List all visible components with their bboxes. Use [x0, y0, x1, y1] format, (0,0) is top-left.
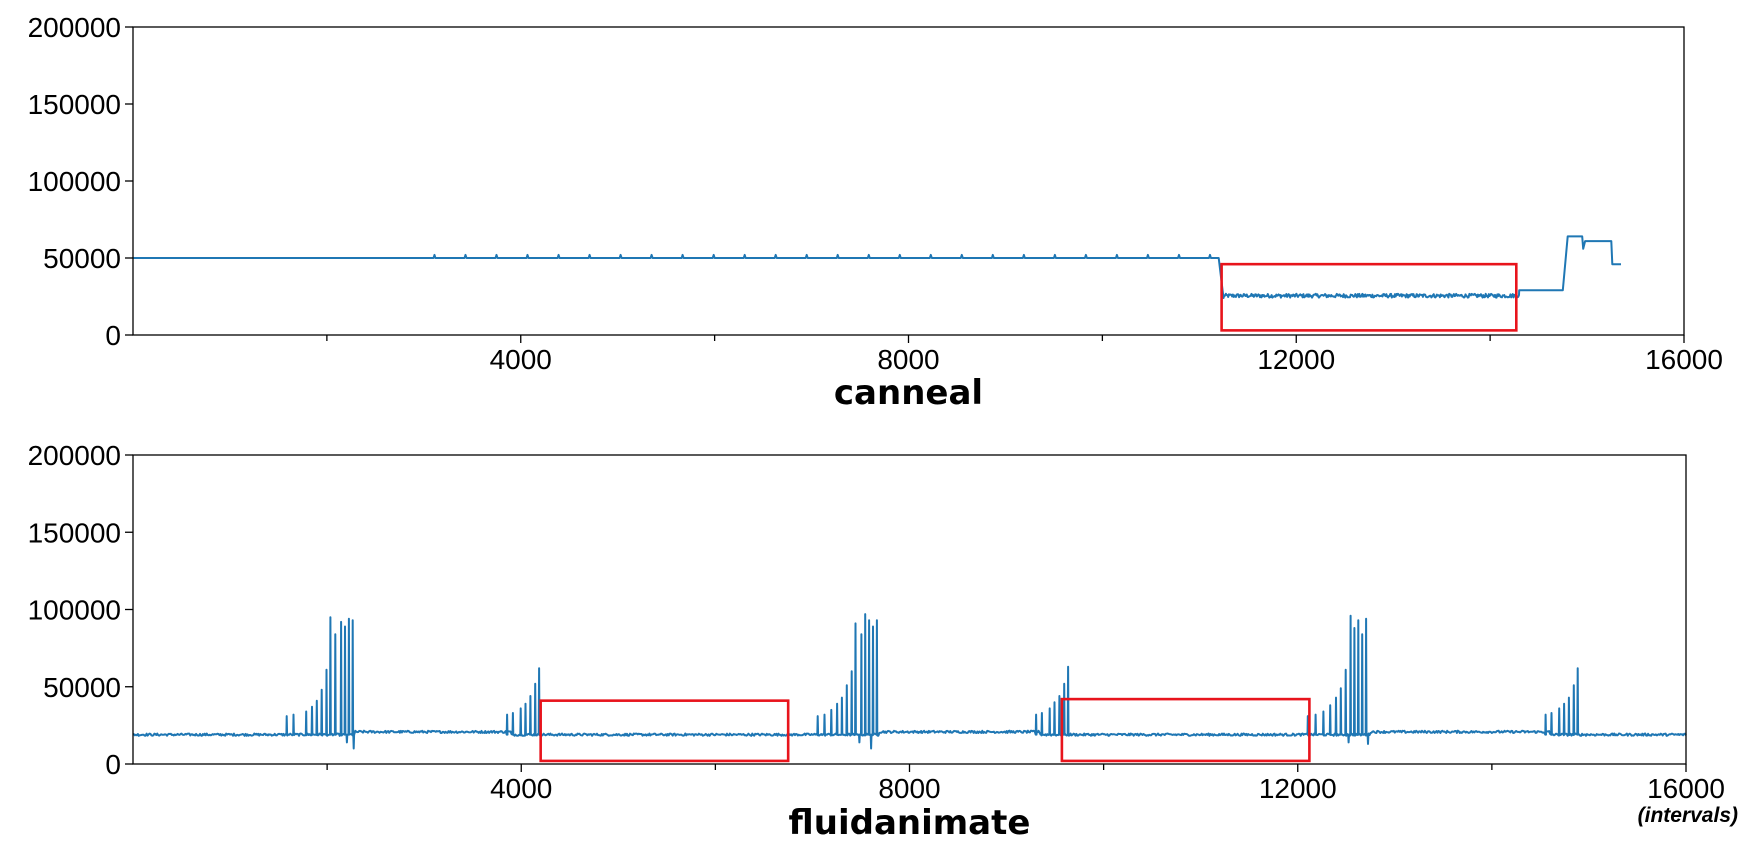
- y-tick-label: 0: [105, 320, 121, 351]
- highlight-box: [539, 699, 790, 763]
- y-tick-label: 50000: [43, 672, 121, 703]
- highlight-box: [1060, 697, 1311, 763]
- chart-title: canneal: [834, 373, 983, 413]
- series-line: [133, 235, 1621, 299]
- x-tick-label: 4000: [490, 344, 552, 375]
- x-tick-label: 8000: [877, 344, 939, 375]
- y-tick-label: 0: [105, 749, 121, 780]
- plot-frame: [132, 454, 1687, 765]
- y-tick-label: 200000: [28, 440, 121, 471]
- x-tick-label: 16000: [1645, 344, 1723, 375]
- series-line: [132, 613, 1687, 750]
- x-tick-label: 12000: [1257, 344, 1335, 375]
- x-tick-label: 16000: [1647, 773, 1725, 804]
- fluidanimate-chart: 0 50000 100000 150000 200000 4000 8000 12000 160…: [28, 440, 1738, 843]
- highlight-box: [1220, 262, 1518, 332]
- canneal-chart: 0 50000 100000 150000 200000 4000 8000 12000 160…: [28, 12, 1723, 413]
- plot-frame: [132, 26, 1685, 336]
- y-tick-label: 200000: [28, 12, 121, 43]
- chart-title: fluidanimate: [789, 803, 1031, 843]
- x-unit-note: (intervals): [1638, 804, 1738, 827]
- y-tick-label: 100000: [28, 166, 121, 197]
- x-tick-label: 8000: [878, 773, 940, 804]
- y-tick-label: 100000: [28, 595, 121, 626]
- x-tick-label: 12000: [1259, 773, 1337, 804]
- x-tick-label: 4000: [490, 773, 552, 804]
- y-tick-label: 150000: [28, 89, 121, 120]
- y-tick-label: 50000: [43, 243, 121, 274]
- y-tick-label: 150000: [28, 517, 121, 548]
